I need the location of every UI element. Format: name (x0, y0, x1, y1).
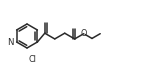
Text: O: O (81, 29, 87, 38)
Text: N: N (8, 38, 14, 47)
Text: Cl: Cl (28, 54, 36, 63)
